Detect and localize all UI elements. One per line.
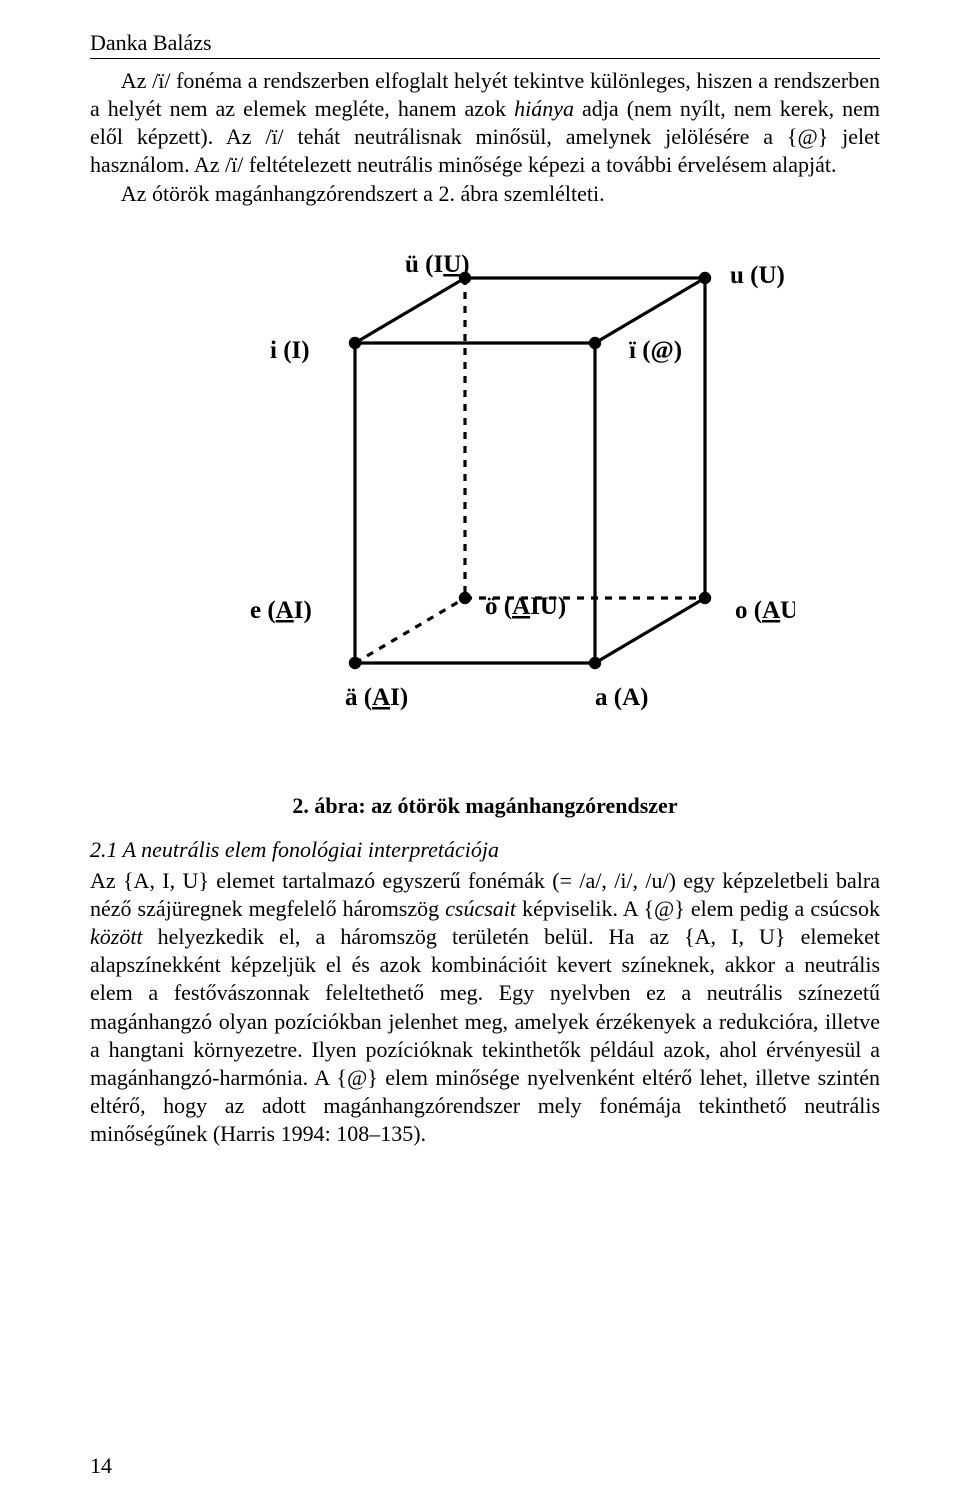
svg-text:a (A): a (A)	[595, 684, 648, 711]
para1-text: Az /ï/ fonéma a rendszerben elfoglalt he…	[90, 68, 880, 177]
paragraph-1-tail: Az ótörök magánhangzórendszert a 2. ábra…	[90, 180, 880, 208]
figure-caption: 2. ábra: az ótörök magánhangzórendszer	[90, 793, 880, 819]
svg-text:e (AI): e (AI)	[250, 597, 312, 624]
svg-text:u (U): u (U)	[730, 262, 785, 289]
para2-text: Az {A, I, U} elemet tartalmazó egyszerű …	[90, 868, 880, 1146]
svg-text:ö (AIU): ö (AIU)	[485, 593, 566, 620]
svg-text:i (I): i (I)	[270, 337, 310, 364]
svg-text:o (AU): o (AU)	[735, 597, 795, 624]
subsection-heading: 2.1 A neutrális elem fonológiai interpre…	[90, 837, 880, 863]
paragraph-1: Az /ï/ fonéma a rendszerben elfoglalt he…	[90, 67, 880, 180]
page-number: 14	[90, 1453, 112, 1479]
svg-text:ü (IU): ü (IU)	[405, 251, 470, 278]
running-head: Danka Balázs	[90, 30, 880, 59]
vowel-cube-figure: i (I) ü (IU) u (U) ï (@) e (AI) ö (AIU) o (AU)…	[175, 243, 795, 763]
svg-text:ä (AI): ä (AI)	[345, 684, 408, 711]
paragraph-2: Az {A, I, U} elemet tartalmazó egyszerű …	[90, 867, 880, 1149]
svg-text:ï (@): ï (@)	[629, 337, 682, 364]
